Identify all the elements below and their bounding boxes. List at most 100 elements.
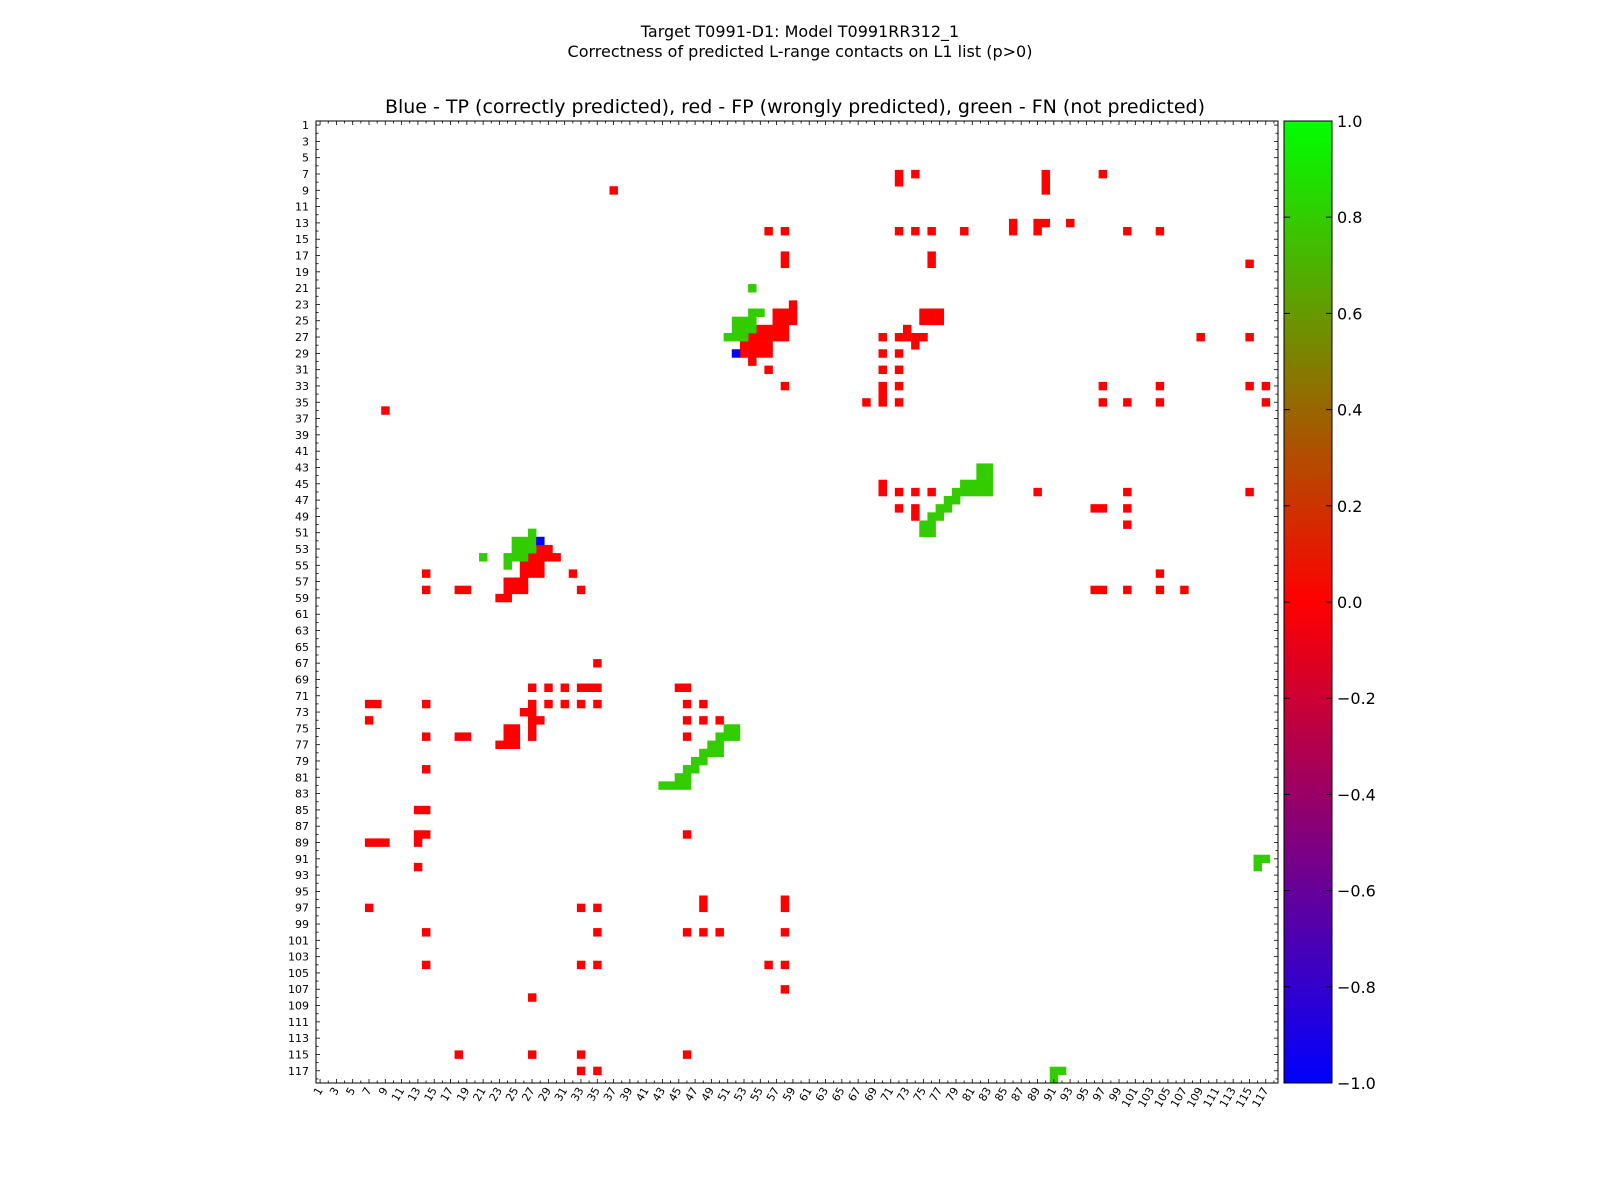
fn-cell <box>731 316 741 326</box>
fp-cell <box>780 985 790 994</box>
fn-cell <box>960 487 969 497</box>
x-tick-label: 101 <box>1119 1085 1141 1110</box>
x-tick-label: 77 <box>927 1085 945 1104</box>
fp-cell <box>527 993 537 1002</box>
fp-cell <box>788 300 798 309</box>
fn-cell <box>935 512 945 521</box>
fn-cell <box>527 536 537 546</box>
y-tick-label: 61 <box>295 608 309 621</box>
fp-cell <box>560 699 570 709</box>
fp-cell <box>1123 487 1132 497</box>
y-tick-label: 23 <box>295 298 309 311</box>
fp-cell <box>519 561 529 570</box>
x-tick-label: 93 <box>1057 1085 1075 1104</box>
x-tick-label: 23 <box>487 1085 505 1104</box>
fp-cell <box>593 1066 602 1076</box>
fp-cell <box>862 398 871 407</box>
y-tick-label: 109 <box>288 1000 309 1013</box>
fn-cell <box>715 732 724 741</box>
x-tick-label: 5 <box>344 1085 359 1098</box>
x-tick-label: 99 <box>1106 1085 1124 1104</box>
fp-cell <box>894 332 904 342</box>
x-tick-label: 51 <box>715 1085 733 1104</box>
fn-cell <box>731 332 741 342</box>
fp-cell <box>421 765 431 774</box>
y-tick-label: 51 <box>295 527 309 540</box>
fp-cell <box>1098 504 1108 513</box>
fp-cell <box>454 732 464 741</box>
fp-cell <box>911 226 920 236</box>
fp-cell <box>911 487 920 497</box>
fp-cell <box>462 585 472 595</box>
y-tick-label: 29 <box>295 347 309 360</box>
fn-cell <box>1253 862 1262 872</box>
fp-cell <box>462 732 472 741</box>
y-tick-label: 117 <box>288 1065 309 1078</box>
fp-cell <box>536 569 545 578</box>
fp-cell <box>593 659 602 668</box>
y-tick-label: 93 <box>295 869 309 882</box>
y-tick-label: 63 <box>295 625 309 638</box>
fn-cell <box>479 553 488 562</box>
figure-title: Target T0991-D1: Model T0991RR312_1 Corr… <box>0 22 1600 62</box>
fp-cell <box>511 724 521 733</box>
x-tick-label: 95 <box>1074 1085 1092 1104</box>
colorbar-tick-label: 0.2 <box>1337 497 1362 516</box>
fp-cell <box>788 316 798 326</box>
fp-cell <box>1098 398 1108 407</box>
fp-cell <box>593 928 602 937</box>
y-tick-label: 39 <box>295 429 309 442</box>
fp-cell <box>911 512 920 521</box>
y-tick-label: 79 <box>295 755 309 768</box>
fp-cell <box>772 308 781 317</box>
fp-cell <box>413 838 423 847</box>
y-tick-label: 33 <box>295 380 309 393</box>
y-tick-label: 53 <box>295 543 309 556</box>
fp-cell <box>935 316 945 326</box>
fp-cell <box>576 585 586 595</box>
y-tick-label: 91 <box>295 853 309 866</box>
colorbar-tick-label: 0.6 <box>1337 304 1362 323</box>
y-tick-label: 115 <box>288 1048 309 1061</box>
fn-cell <box>723 732 733 741</box>
y-tick-label: 57 <box>295 576 309 589</box>
fp-cell <box>927 316 936 326</box>
fp-cell <box>503 740 512 750</box>
fp-cell <box>585 683 594 692</box>
fp-cell <box>1123 226 1132 236</box>
colorbar-tick-label: −0.8 <box>1337 978 1376 997</box>
fp-cell <box>1033 487 1042 497</box>
fp-cell <box>699 716 708 725</box>
y-tick-label: 31 <box>295 364 309 377</box>
y-tick-label: 41 <box>295 445 309 458</box>
fp-cell <box>503 732 512 741</box>
fp-cell <box>960 226 969 236</box>
fp-cell <box>911 504 920 513</box>
x-tick-label: 45 <box>666 1085 684 1104</box>
fn-cell <box>731 724 741 733</box>
y-tick-label: 99 <box>295 918 309 931</box>
x-tick-label: 25 <box>503 1085 521 1104</box>
fn-cell <box>666 781 676 790</box>
fp-cell <box>699 699 708 709</box>
fp-cell <box>682 1050 692 1059</box>
fn-cell <box>739 324 749 334</box>
y-tick-label: 87 <box>295 820 309 833</box>
x-tick-label: 49 <box>699 1085 717 1104</box>
fn-cell <box>519 536 529 546</box>
x-tick-label: 113 <box>1217 1085 1239 1110</box>
y-tick-label: 27 <box>295 331 309 344</box>
y-tick-label: 73 <box>295 706 309 719</box>
contact-cells <box>364 169 1271 1084</box>
fp-cell <box>919 316 928 326</box>
fn-cell <box>968 479 977 489</box>
fp-cell <box>878 390 887 399</box>
fp-cell <box>911 341 920 350</box>
fp-cell <box>699 903 708 913</box>
y-tick-label: 45 <box>295 478 309 491</box>
x-tick-label: 29 <box>536 1085 554 1104</box>
x-tick-label: 65 <box>829 1085 847 1104</box>
fn-cell <box>976 479 985 489</box>
fp-cell <box>1041 218 1051 228</box>
fn-cell <box>1253 854 1262 864</box>
